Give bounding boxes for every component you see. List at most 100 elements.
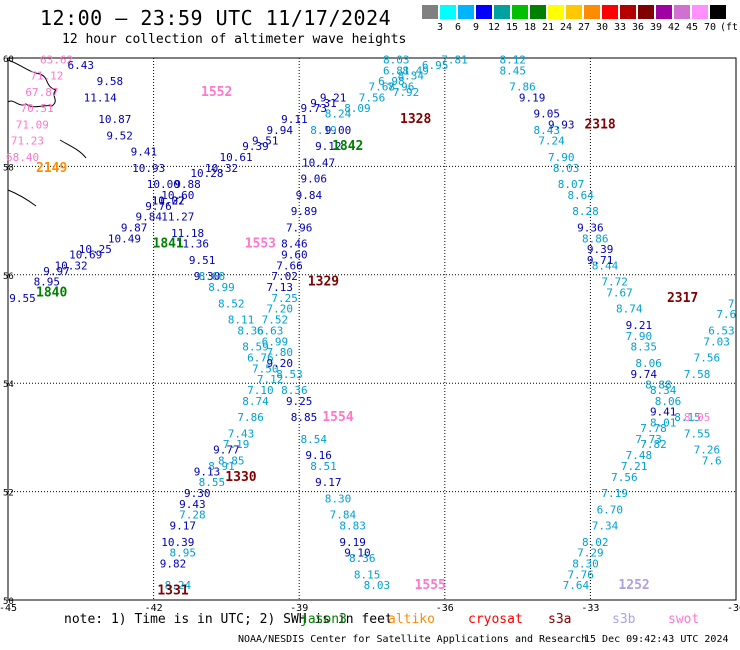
x-tick-label: -36 [436,603,454,614]
wave-height-value: 10.61 [220,151,253,164]
wave-height-value: 7.55 [684,427,711,440]
wave-height-value: 7.24 [538,135,565,148]
wave-height-value: 8.06 [635,357,662,370]
pass-label: 2149 [36,161,67,176]
wave-height-value: 10.49 [108,232,141,245]
wave-height-value: 9.82 [160,557,187,570]
wave-height-value: 8.74 [616,303,643,316]
wave-height-value: 7.56 [359,91,386,104]
wave-height-value: 7.78 [640,422,667,435]
wave-height-value: 9.41 [650,406,677,419]
wave-height-value: 9.12 [315,140,342,153]
wave-height-value: 71.12 [30,70,63,83]
wave-height-value: 9.10 [344,547,371,560]
wave-height-value: 8.83 [339,520,366,533]
pass-label: 1328 [400,112,431,127]
wave-height-value: 7.13 [267,281,294,294]
wave-height-value: 7.50 [252,362,279,375]
legend-note: note: 1) Time is in UTC; 2) SWH is in fe… [0,612,740,630]
y-tick-label: 58 [3,163,14,173]
wave-height-value: 9.25 [286,395,313,408]
wave-height-value: 9.74 [631,368,658,381]
scale-label: 33 [613,22,627,33]
wave-height-value: 8.03 [553,162,580,175]
wave-height-value: 7.68 [368,81,395,94]
wave-height-value: 9.11 [281,113,308,126]
wave-height-value: 7.19 [601,487,628,500]
wave-height-value: 10.69 [69,249,102,262]
wave-height-value: 10.32 [55,259,88,272]
wave-height-value: 7.48 [626,449,653,462]
wave-height-value: 7.72 [601,276,628,289]
wave-height-value: 9.87 [121,221,148,234]
scale-swatch [512,5,528,19]
y-tick-label: 52 [3,489,14,499]
wave-height-value: 7.12 [257,373,284,386]
map-title: 12:00 — 23:59 UTC 11/17/2024 [40,6,392,30]
wave-height-value: 8.54 [301,433,328,446]
wave-height-value: 8.15 [674,411,701,424]
x-tick-label: -42 [145,603,163,614]
scale-swatch [674,5,690,19]
scale-label: 70 [703,22,717,33]
wave-height-value: 9.19 [519,91,546,104]
scale-label: 30 [595,22,609,33]
scale-label: 24 [559,22,573,33]
wave-height-value: 8.91 [208,460,235,473]
wave-height-value: 7.25 [271,292,298,305]
wave-height-value: 8.99 [208,281,235,294]
wave-height-value: 11.14 [84,91,117,104]
satellite-legend-item: s3a [548,612,572,627]
wave-height-value: 9.17 [315,476,342,489]
wave-height-value: 9.60 [281,249,308,262]
pass-label: 1329 [308,275,339,290]
y-tick-label: 50 [3,597,14,607]
scale-label: 21 [541,22,555,33]
wave-height-value: 8.35 [631,341,658,354]
wave-height-value: 8.74 [242,395,269,408]
wave-height-value: 7.84 [330,509,357,522]
wave-height-value: 8.85 [291,411,318,424]
wave-height-value: 7.81 [441,53,468,66]
scale-swatch [530,5,546,19]
y-tick-label: 54 [3,380,14,390]
wave-height-value: 7.10 [247,384,274,397]
x-tick-label: -45 [0,603,17,614]
wave-height-value: 6.95 [422,59,449,72]
scale-swatch [422,5,438,19]
wave-height-value: 6.53 [708,324,735,337]
wave-height-value: 11.27 [152,194,185,207]
wave-height-value: 8.15 [354,568,381,581]
scale-label: 6 [454,22,462,33]
pass-label: 1841 [153,237,184,252]
pass-label: 1552 [201,85,232,100]
wave-height-value: 9.71 [587,254,614,267]
map-subtitle: 12 hour collection of altimeter wave hei… [62,32,407,47]
wave-height-value: 9.39 [242,140,269,153]
wave-height-value: 7.02 [271,270,298,283]
scale-label: 3 [436,22,444,33]
wave-height-value: 9.30 [184,487,211,500]
wave-height-value: 8.30 [325,492,352,505]
wave-height-value: 9.39 [587,243,614,256]
wave-height-value: 8.11 [228,314,255,327]
wave-height-value: 9.20 [267,357,294,370]
wave-height-value: 9.51 [189,254,216,267]
wave-height-value: 9.84 [296,189,323,202]
wave-height-value: 10.87 [98,113,131,126]
x-tick-label: -30 [727,603,740,614]
wave-height-value: 7.21 [621,460,648,473]
wave-height-value: 7 [728,297,735,310]
footer-timestamp: 15 Dec 09:42:43 UTC 2024 [584,634,729,645]
wave-height-value: 8.30 [572,557,599,570]
wave-height-value: 8.01 [650,417,677,430]
wave-height-value: 6.43 [68,59,95,72]
scale-label: 12 [487,22,501,33]
wave-height-value: 6.76 [247,352,274,365]
wave-height-value: 8.36 [349,552,376,565]
wave-height-value: 8.07 [558,178,585,191]
wave-height-value: 8.59 [242,341,269,354]
wave-height-value: 7.86 [237,411,264,424]
wave-height-value: 8.02 [582,536,609,549]
wave-height-value: 10.60 [161,189,194,202]
